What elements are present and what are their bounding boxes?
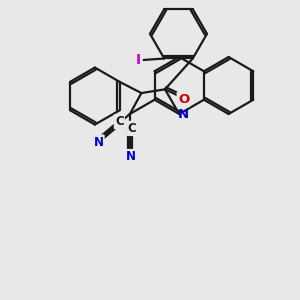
Text: N: N [126, 150, 136, 163]
Text: N: N [94, 136, 103, 148]
Text: I: I [136, 53, 141, 67]
Text: N: N [178, 107, 189, 121]
Text: C: C [115, 115, 124, 128]
Text: C: C [128, 122, 136, 135]
Text: O: O [178, 93, 189, 106]
